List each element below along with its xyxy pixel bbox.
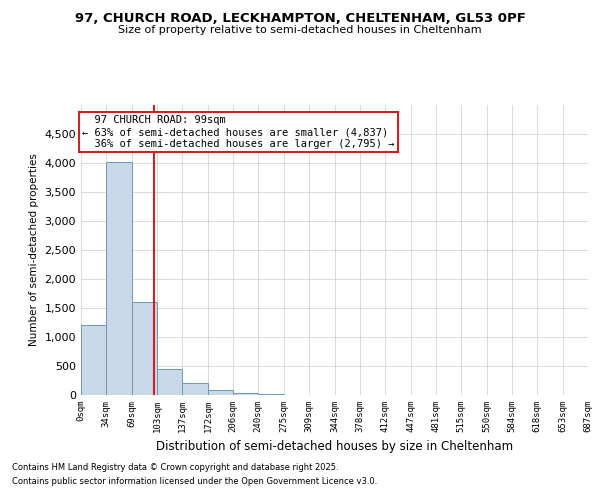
Bar [132,302,157,395]
Bar [106,162,132,395]
Bar [208,390,233,395]
Bar [81,326,106,395]
Text: Contains HM Land Registry data © Crown copyright and database right 2025.: Contains HM Land Registry data © Crown c… [12,462,338,471]
Bar [258,394,284,395]
Bar [233,394,258,395]
Y-axis label: Number of semi-detached properties: Number of semi-detached properties [29,154,39,346]
Bar [157,369,182,395]
Text: 97 CHURCH ROAD: 99sqm
← 63% of semi-detached houses are smaller (4,837)
  36% of: 97 CHURCH ROAD: 99sqm ← 63% of semi-deta… [82,116,395,148]
Text: Contains public sector information licensed under the Open Government Licence v3: Contains public sector information licen… [12,478,377,486]
X-axis label: Distribution of semi-detached houses by size in Cheltenham: Distribution of semi-detached houses by … [156,440,513,454]
Text: Size of property relative to semi-detached houses in Cheltenham: Size of property relative to semi-detach… [118,25,482,35]
Text: 97, CHURCH ROAD, LECKHAMPTON, CHELTENHAM, GL53 0PF: 97, CHURCH ROAD, LECKHAMPTON, CHELTENHAM… [74,12,526,26]
Bar [182,384,208,395]
